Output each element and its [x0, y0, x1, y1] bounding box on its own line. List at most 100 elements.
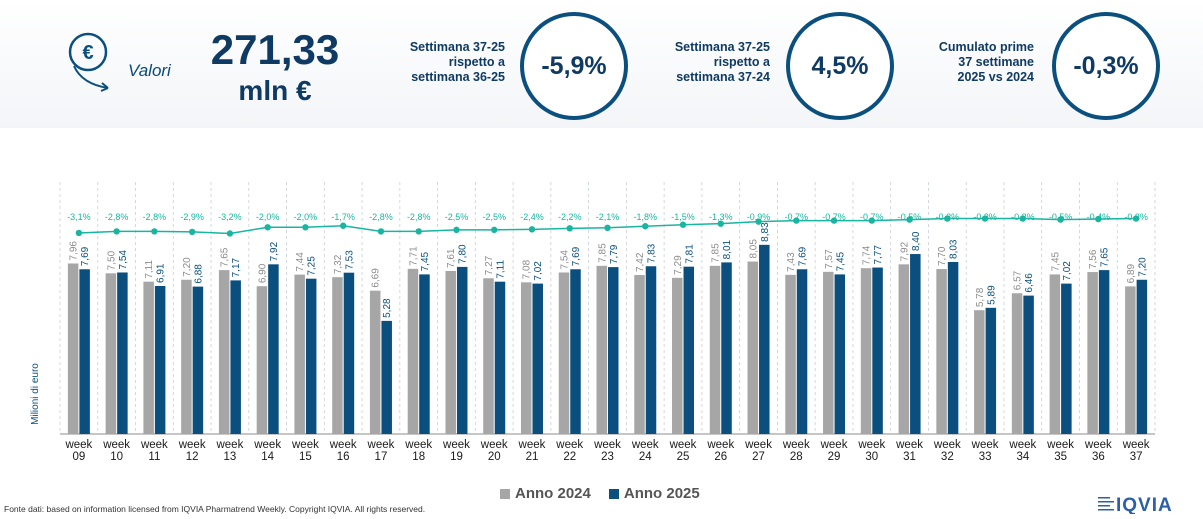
bar-2024	[898, 264, 910, 434]
x-tick-label: week 32	[933, 439, 961, 463]
cumulative-point	[793, 217, 800, 224]
data-label-2025: 7,17	[231, 257, 242, 277]
total-unit: mln €	[238, 75, 312, 106]
data-label-2025: 5,89	[986, 285, 997, 305]
svg-text:IQVIA: IQVIA	[1116, 495, 1173, 514]
bar-2024	[294, 274, 305, 434]
cumulative-point	[528, 226, 536, 233]
bar-2024	[256, 286, 268, 434]
cumulative-point	[302, 224, 309, 231]
kpi-3-text: Cumulato prime 37 settimane 2025 vs 2024	[938, 40, 1034, 84]
x-tick-label: week 11	[140, 439, 168, 463]
x-tick-label: week 23	[593, 439, 621, 463]
bar-2024	[785, 274, 796, 434]
x-tick-label: week 17	[367, 439, 395, 463]
bar-2025	[343, 272, 355, 434]
bar-2024	[181, 279, 192, 434]
kpi-2-text: Settimana 37-25 rispetto a settimana 37-…	[674, 40, 770, 84]
data-label-2025: 7,80	[458, 244, 469, 264]
data-label-2025: 8,83	[760, 222, 771, 242]
data-label-2024: 7,29	[673, 255, 684, 275]
data-label-2025: 7,20	[1137, 257, 1148, 277]
data-label-2025: 7,02	[533, 261, 544, 281]
cumulative-label: -2,5%	[445, 212, 469, 222]
bar-2025	[872, 267, 883, 434]
cumulative-point	[755, 218, 762, 225]
cumulative-point	[188, 228, 196, 236]
data-label-2024: 7,57	[824, 249, 835, 269]
legend-swatch-2024	[500, 488, 510, 499]
data-label-2024: 7,50	[106, 250, 117, 270]
source-note: Fonte dati: based on information license…	[4, 504, 426, 514]
cumulative-point	[1057, 216, 1064, 223]
cumulative-point	[339, 222, 347, 229]
legend-label-2024: Anno 2024	[515, 485, 591, 502]
data-label-2025: 7,11	[495, 260, 506, 279]
bar-2024	[407, 268, 419, 434]
bar-2025	[305, 278, 317, 434]
bar-2024	[445, 270, 456, 434]
data-label-2025: 7,69	[80, 246, 91, 266]
cumulative-point	[981, 215, 989, 222]
x-tick-label: week 29	[820, 439, 848, 463]
cumulative-label: -2,1%	[596, 212, 620, 222]
x-tick-label: week 27	[744, 439, 772, 463]
x-tick-label: week 33	[971, 439, 999, 463]
bar-2024	[105, 273, 117, 434]
data-label-2024: 6,69	[371, 268, 382, 288]
data-label-2024: 8,05	[748, 239, 759, 259]
cumulative-label: -2,5%	[482, 212, 506, 222]
cumulative-label: -3,1%	[67, 212, 91, 222]
bar-2025	[985, 307, 997, 434]
bar-2024	[67, 263, 79, 434]
data-label-2024: 7,32	[333, 254, 344, 274]
bar-2025	[381, 320, 392, 434]
cumulative-label: -0,7%	[822, 212, 846, 222]
bar-2024	[483, 278, 494, 434]
data-label-2024: 7,85	[711, 243, 722, 263]
data-label-2024: 7,61	[446, 248, 457, 268]
data-label-2025: 7,79	[609, 244, 620, 264]
data-label-2024: 7,85	[597, 243, 608, 263]
cumulative-point	[415, 228, 422, 235]
bar-2025	[645, 266, 657, 434]
data-label-2025: 7,25	[307, 256, 318, 276]
x-tick-label: week 31	[895, 439, 923, 463]
x-tick-label: week 36	[1084, 439, 1112, 463]
data-label-2024: 7,08	[522, 259, 533, 279]
bar-2025	[230, 280, 241, 434]
bar-2025	[910, 254, 921, 434]
cumulative-label: -0,7%	[860, 212, 884, 222]
legend: Anno 2024 Anno 2025	[500, 485, 700, 502]
legend-item-2024: Anno 2024	[500, 485, 591, 502]
data-label-2024: 7,20	[182, 257, 193, 277]
bar-2025	[1136, 279, 1148, 434]
bar-2024	[860, 268, 872, 434]
x-tick-label: week 35	[1046, 439, 1074, 463]
x-tick-label: week 18	[404, 439, 432, 463]
bar-2024	[709, 265, 721, 434]
cumulative-point	[75, 229, 83, 237]
cumulative-label: -1,5%	[671, 212, 695, 222]
x-tick-label: week 30	[857, 439, 885, 463]
bar-2024	[1011, 293, 1023, 434]
bar-2024	[823, 271, 834, 434]
legend-swatch-2025	[608, 488, 619, 499]
cumulative-point	[226, 230, 234, 237]
data-label-2025: 7,69	[571, 246, 582, 266]
bar-2024	[1087, 272, 1098, 434]
bar-2025	[1098, 270, 1110, 434]
bar-2024	[369, 290, 381, 434]
x-tick-label: week 14	[253, 439, 281, 463]
data-label-2024: 7,70	[937, 246, 948, 266]
data-label-2025: 7,81	[684, 244, 695, 264]
bar-2024	[332, 277, 343, 434]
cumulative-point	[642, 223, 649, 230]
data-label-2025: 6,91	[156, 263, 167, 283]
svg-text:€: €	[82, 42, 93, 64]
cumulative-label: -0,9%	[747, 212, 771, 222]
x-tick-label: week 16	[329, 439, 357, 463]
data-label-2025: 7,54	[118, 250, 129, 270]
valori-label: Valori	[128, 61, 171, 80]
cumulative-point	[906, 216, 913, 223]
